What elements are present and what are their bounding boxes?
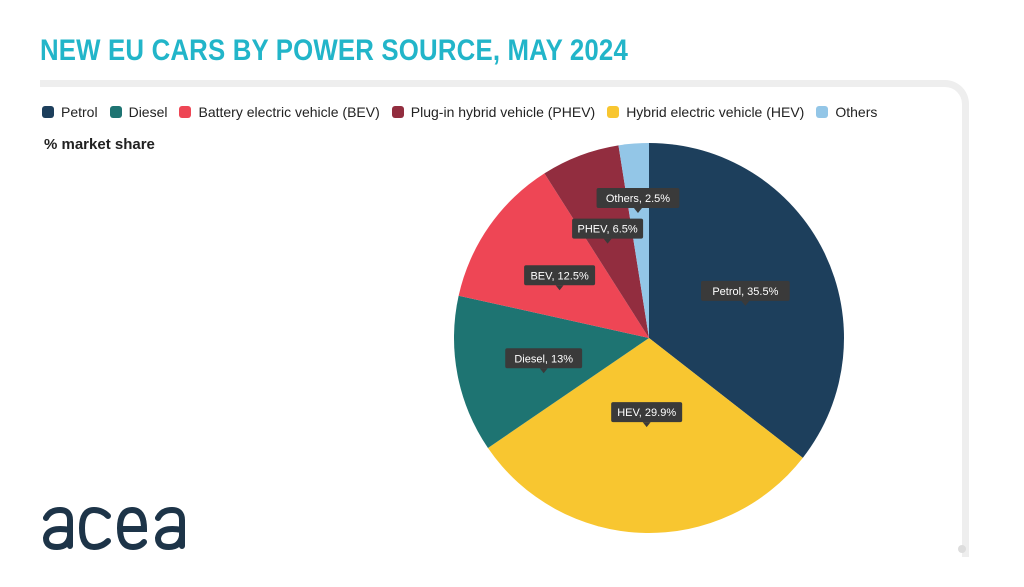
- data-label-box: [611, 402, 683, 423]
- pie-slice: [487, 338, 803, 533]
- data-label-pointer: [642, 422, 651, 428]
- legend-label: Hybrid electric vehicle (HEV): [626, 104, 805, 120]
- legend-label: Diesel: [128, 104, 168, 120]
- data-label-text: Diesel, 13%: [514, 353, 573, 365]
- data-label-text: Petrol, 35.5%: [712, 286, 778, 298]
- legend-swatch: [179, 106, 192, 118]
- data-label: Diesel, 13%: [505, 348, 583, 374]
- data-label-pointer: [633, 208, 642, 214]
- legend-item: Petrol: [42, 104, 98, 120]
- legend-item: Hybrid electric vehicle (HEV): [607, 104, 804, 120]
- data-label-pointer: [603, 238, 612, 244]
- legend-item: Diesel: [109, 104, 168, 120]
- data-label-box: [505, 348, 583, 369]
- data-label-box: [701, 280, 790, 301]
- legend-swatch: [391, 106, 404, 118]
- data-label-pointer: [555, 285, 564, 291]
- data-label-text: PHEV, 6.5%: [578, 224, 638, 236]
- data-label: Others, 2.5%: [596, 188, 680, 214]
- legend-swatch: [607, 106, 620, 118]
- acea-logo: [42, 506, 185, 551]
- data-label: HEV, 29.9%: [611, 402, 683, 428]
- chart-title: NEW EU CARS BY POWER SOURCE, MAY 2024: [40, 34, 628, 67]
- data-label-box: [524, 265, 596, 286]
- legend-label: Plug-in hybrid vehicle (PHEV): [410, 104, 596, 120]
- legend-swatch: [816, 106, 829, 118]
- legend-item: Plug-in hybrid vehicle (PHEV): [391, 104, 596, 120]
- data-label-box: [596, 188, 680, 209]
- chart-frame: [40, 80, 969, 557]
- data-label-text: BEV, 12.5%: [530, 270, 589, 282]
- pie-slice: [458, 173, 649, 338]
- data-label: Petrol, 35.5%: [701, 280, 790, 306]
- data-label-pointer: [539, 368, 548, 374]
- data-label: BEV, 12.5%: [524, 265, 596, 291]
- legend-item: Others: [816, 104, 877, 120]
- legend-swatch: [42, 106, 54, 118]
- legend-swatch: [109, 106, 122, 118]
- data-label-pointer: [741, 300, 750, 306]
- data-label-text: HEV, 29.9%: [617, 407, 676, 419]
- chart-legend: Petrol Diesel Battery electric vehicle (BE…: [42, 104, 889, 120]
- legend-label: Others: [835, 104, 878, 120]
- frame-end-dot: [958, 545, 966, 553]
- data-label-text: Others, 2.5%: [606, 193, 670, 205]
- legend-label: Petrol: [61, 104, 98, 120]
- legend-item: Battery electric vehicle (BEV): [179, 104, 380, 120]
- pie-slice: [454, 295, 649, 448]
- legend-label: Battery electric vehicle (BEV): [198, 104, 380, 120]
- data-label-box: [572, 218, 644, 239]
- data-label: PHEV, 6.5%: [572, 218, 644, 244]
- unit-label: % market share: [44, 136, 155, 153]
